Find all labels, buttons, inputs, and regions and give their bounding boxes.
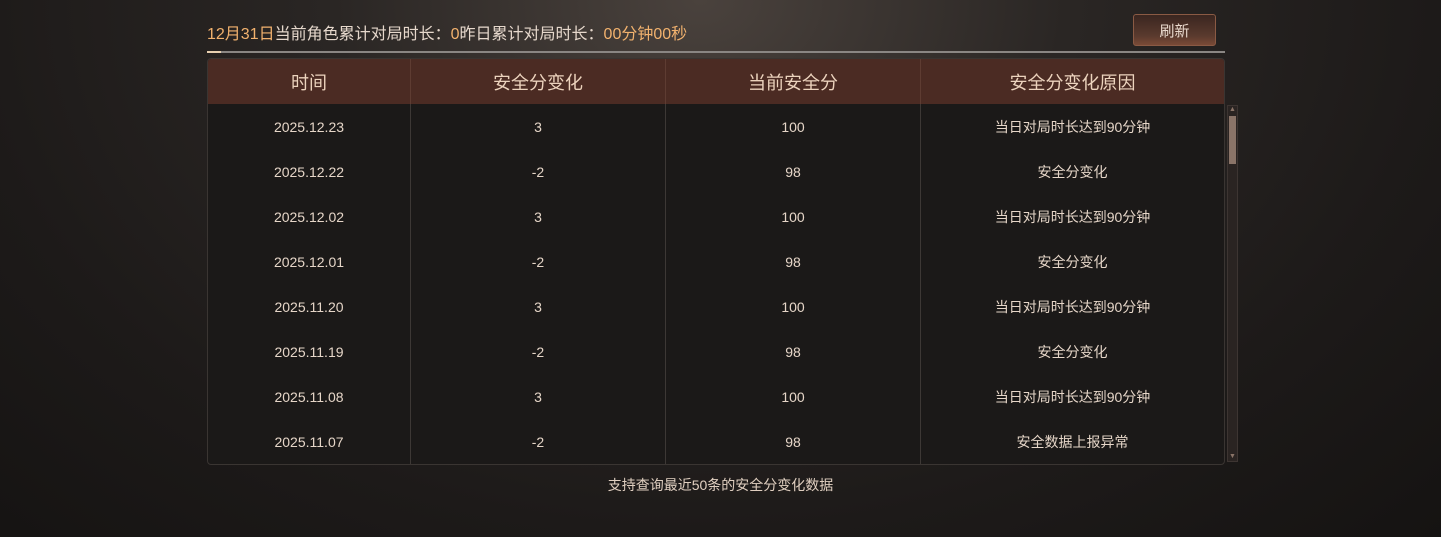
row-reason: 当日对局时长达到90分钟 (994, 388, 1151, 405)
table-row: 2025.11.08 3 100 当日对局时长达到90分钟 (208, 374, 1224, 419)
table-scrollbar[interactable]: ▲ ▼ (1227, 105, 1238, 462)
row-reason: 安全分变化 (1037, 163, 1108, 180)
table-row: 2025.11.07 -2 98 安全数据上报异常 (208, 419, 1224, 464)
current-duration-label: 当前角色累计对局时长： (274, 26, 451, 43)
footer-note: 支持查询最近50条的安全分变化数据 (607, 477, 834, 493)
row-reason: 当日对局时长达到90分钟 (994, 208, 1151, 225)
row-change: -2 (411, 329, 666, 374)
column-header-reason: 安全分变化原因 (1009, 72, 1136, 93)
table-body: 2025.12.23 3 100 当日对局时长达到90分钟 2025.12.22 -2 98… (208, 104, 1224, 464)
row-current-score: 98 (666, 149, 921, 194)
row-time: 2025.11.20 (208, 284, 411, 329)
scrollbar-thumb[interactable] (1229, 116, 1236, 164)
row-current-score: 98 (666, 239, 921, 284)
row-change: 3 (411, 284, 666, 329)
yesterday-duration-value: 00分钟00秒 (603, 26, 688, 43)
row-current-score: 98 (666, 329, 921, 374)
row-time: 2025.11.08 (208, 374, 411, 419)
current-duration-value: 0 (450, 26, 460, 43)
row-change: -2 (411, 419, 666, 464)
scroll-up-icon[interactable]: ▲ (1229, 106, 1236, 113)
yesterday-duration-label: 昨日累计对局时长： (459, 26, 604, 43)
row-reason: 安全分变化 (1037, 253, 1108, 270)
table-row: 2025.11.20 3 100 当日对局时长达到90分钟 (208, 284, 1224, 329)
row-time: 2025.11.07 (208, 419, 411, 464)
column-header-change: 安全分变化 (411, 59, 666, 104)
play-time-summary: 12月31日当前角色累计对局时长：0昨日累计对局时长：00分钟00秒 (207, 20, 687, 44)
divider (207, 51, 1225, 53)
row-current-score: 100 (666, 194, 921, 239)
row-time: 2025.12.01 (208, 239, 411, 284)
row-reason: 安全数据上报异常 (1016, 433, 1129, 450)
row-change: 3 (411, 194, 666, 239)
safety-score-table: 时间 安全分变化 当前安全分 安全分变化原因 2025.12.23 3 100 当日对… (207, 58, 1225, 465)
scroll-down-icon[interactable]: ▼ (1229, 453, 1236, 460)
table-row: 2025.11.19 -2 98 安全分变化 (208, 329, 1224, 374)
row-current-score: 100 (666, 104, 921, 149)
table-header: 时间 安全分变化 当前安全分 安全分变化原因 (208, 59, 1224, 104)
column-header-current-score: 当前安全分 (666, 59, 921, 104)
table-row: 2025.12.23 3 100 当日对局时长达到90分钟 (208, 104, 1224, 149)
row-reason: 当日对局时长达到90分钟 (994, 118, 1151, 135)
table-row: 2025.12.01 -2 98 安全分变化 (208, 239, 1224, 284)
row-reason: 当日对局时长达到90分钟 (994, 298, 1151, 315)
row-time: 2025.12.23 (208, 104, 411, 149)
row-current-score: 100 (666, 284, 921, 329)
row-change: -2 (411, 239, 666, 284)
date-label: 12月31日 (207, 26, 275, 43)
column-header-time: 时间 (208, 59, 411, 104)
table-row: 2025.12.22 -2 98 安全分变化 (208, 149, 1224, 194)
row-current-score: 100 (666, 374, 921, 419)
row-time: 2025.12.22 (208, 149, 411, 194)
row-reason: 安全分变化 (1037, 343, 1108, 360)
table-row: 2025.12.02 3 100 当日对局时长达到90分钟 (208, 194, 1224, 239)
row-change: 3 (411, 374, 666, 419)
row-change: -2 (411, 149, 666, 194)
row-time: 2025.12.02 (208, 194, 411, 239)
row-time: 2025.11.19 (208, 329, 411, 374)
row-change: 3 (411, 104, 666, 149)
row-current-score: 98 (666, 419, 921, 464)
refresh-button[interactable]: 刷新 (1133, 14, 1216, 46)
